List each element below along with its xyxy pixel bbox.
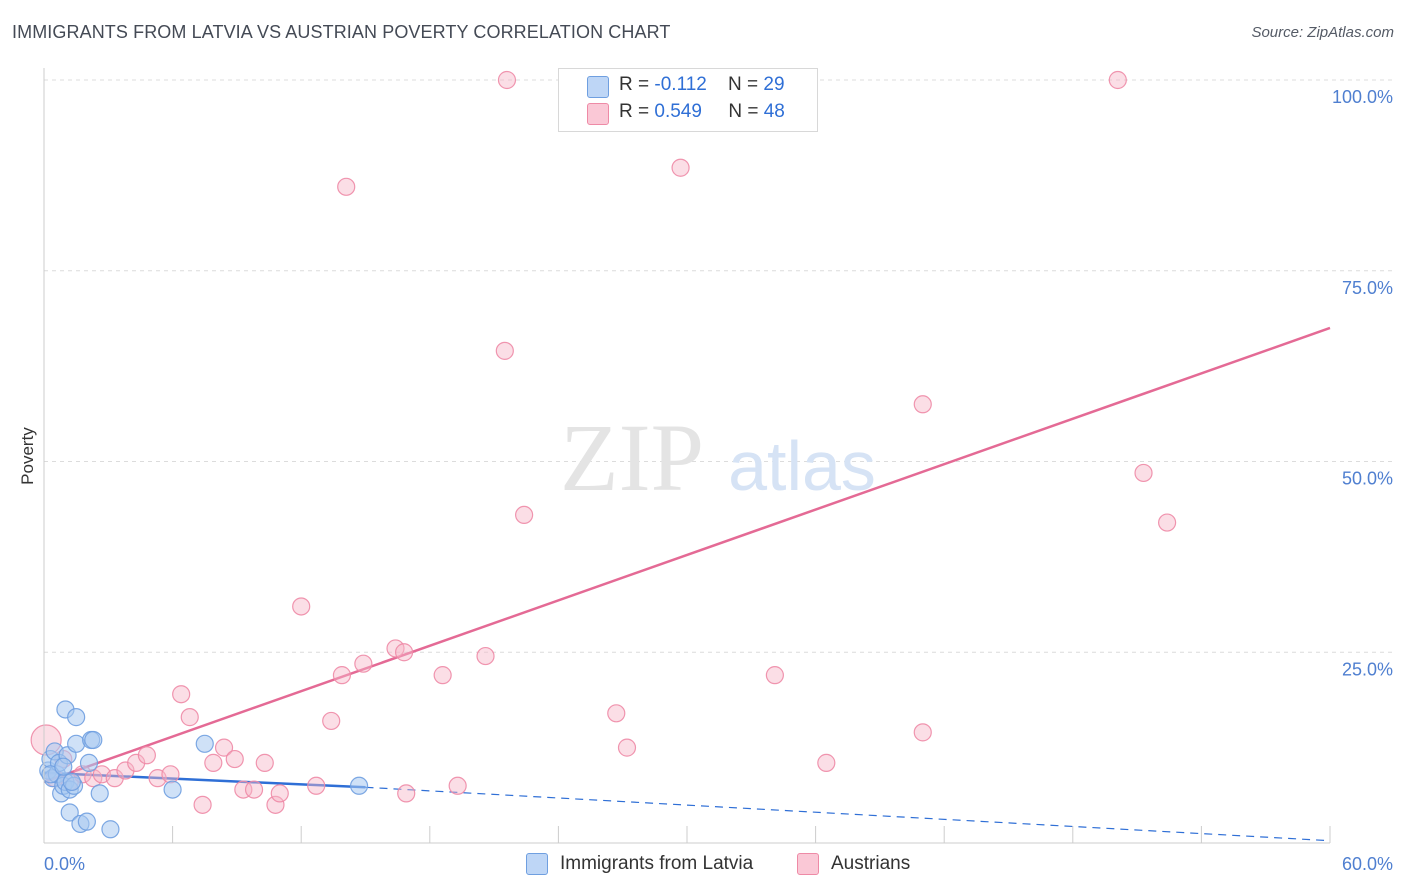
- legend-n-label: N =: [727, 74, 759, 95]
- bottom-legend-label-austrians: Austrians: [831, 853, 911, 874]
- watermark-zip: ZIP: [560, 404, 704, 511]
- x-tick-label: 0.0%: [44, 854, 85, 874]
- point-austrians: [476, 646, 495, 666]
- point-austrians: [1158, 513, 1177, 532]
- point-latvia: [62, 772, 81, 792]
- point-latvia: [195, 734, 214, 753]
- point-austrians: [161, 765, 180, 784]
- trendline-latvia: [43, 771, 366, 789]
- legend-r-value: 0.549: [654, 101, 702, 122]
- point-austrians: [397, 784, 416, 803]
- point-latvia: [60, 803, 79, 822]
- y-axis-title: Poverty: [18, 427, 37, 485]
- legend-r-label: R =: [619, 101, 650, 122]
- point-austrians: [180, 708, 199, 727]
- point-austrians: [292, 597, 311, 616]
- point-austrians: [386, 639, 405, 658]
- point-austrians: [354, 654, 373, 673]
- legend-n-value: 29: [763, 74, 785, 95]
- point-austrians: [234, 780, 253, 799]
- legend-n-label: N =: [728, 101, 759, 122]
- point-austrians: [1108, 70, 1127, 90]
- point-austrians: [332, 666, 352, 685]
- bottom-legend-swatch-austrians: [797, 853, 819, 875]
- point-austrians: [225, 749, 244, 769]
- point-austrians: [497, 70, 517, 90]
- point-austrians: [817, 753, 836, 772]
- point-austrians: [607, 704, 626, 723]
- point-austrians: [671, 158, 690, 177]
- point-latvia: [84, 730, 103, 750]
- point-austrians: [172, 685, 191, 704]
- point-austrians: [765, 666, 784, 685]
- point-austrians: [433, 666, 452, 685]
- point-austrians: [337, 177, 356, 196]
- point-austrians: [270, 784, 289, 803]
- point-latvia: [349, 776, 369, 795]
- bottom-legend-austrians: Austrians: [797, 850, 910, 878]
- y-tick-label: 100.0%: [1332, 87, 1393, 107]
- stats-legend: R = -0.112 N = 29 R = 0.549 N = 48: [558, 68, 818, 132]
- legend-row-austrians: R = 0.549 N = 48: [619, 101, 785, 123]
- bottom-legend-label-latvia: Immigrants from Latvia: [560, 853, 754, 874]
- point-austrians: [515, 505, 534, 525]
- legend-row-latvia: R = -0.112 N = 29: [619, 74, 785, 96]
- y-tick-label: 75.0%: [1342, 278, 1393, 298]
- point-austrians: [448, 776, 467, 795]
- point-austrians: [266, 795, 285, 814]
- point-latvia: [67, 734, 86, 753]
- point-austrians: [255, 753, 274, 772]
- legend-swatch-latvia: [587, 76, 609, 98]
- point-austrians: [214, 738, 234, 757]
- point-austrians: [913, 395, 932, 414]
- point-austrians: [193, 795, 212, 814]
- trendline-austrians: [43, 326, 1331, 784]
- legend-swatch-austrians: [587, 103, 609, 125]
- y-tick-label: 25.0%: [1342, 659, 1393, 679]
- point-austrians: [394, 643, 414, 662]
- point-austrians: [495, 341, 514, 360]
- x-tick-label: 60.0%: [1342, 854, 1393, 874]
- point-latvia: [90, 784, 109, 803]
- trendline-latvia-extension: [365, 786, 1331, 842]
- legend-r-value: -0.112: [654, 74, 707, 95]
- point-austrians: [913, 723, 932, 742]
- point-austrians: [307, 776, 326, 795]
- point-latvia: [163, 780, 182, 799]
- point-austrians: [204, 753, 223, 772]
- source-label: Source: ZipAtlas.com: [1251, 24, 1394, 41]
- point-latvia: [67, 708, 86, 727]
- point-latvia: [79, 753, 99, 772]
- y-tick-label: 50.0%: [1342, 469, 1393, 489]
- point-austrians: [322, 711, 341, 731]
- point-austrians: [617, 738, 637, 757]
- point-latvia: [77, 812, 96, 831]
- chart-title: IMMIGRANTS FROM LATVIA VS AUSTRIAN POVER…: [12, 22, 671, 42]
- point-austrians: [1134, 463, 1153, 483]
- point-austrians: [137, 746, 156, 765]
- bottom-legend-latvia: Immigrants from Latvia: [526, 850, 753, 878]
- legend-n-value: 48: [763, 101, 785, 122]
- watermark-atlas: atlas: [728, 427, 876, 505]
- point-austrians: [244, 780, 264, 799]
- point-latvia: [54, 757, 73, 776]
- point-latvia: [101, 820, 120, 839]
- legend-r-label: R =: [619, 74, 650, 95]
- bottom-legend-swatch-latvia: [526, 853, 548, 875]
